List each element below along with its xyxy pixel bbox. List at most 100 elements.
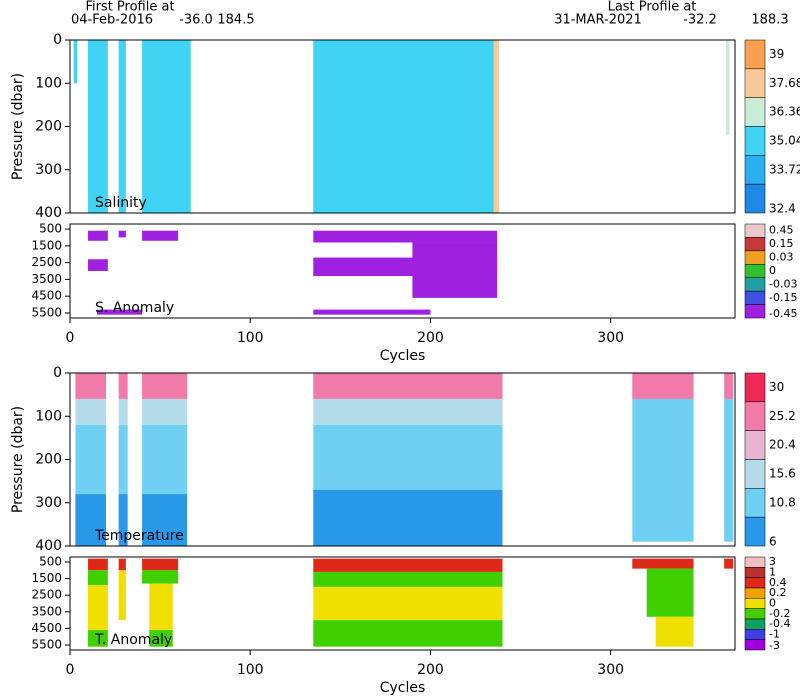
data-cell xyxy=(724,398,734,542)
y-tick-label: 100 xyxy=(35,408,62,424)
colorbar-label: 0.4 xyxy=(769,576,787,589)
colorbar-swatch xyxy=(744,250,766,265)
data-cell xyxy=(75,494,107,546)
colorbar-swatch xyxy=(744,608,766,620)
colorbar-swatch xyxy=(744,97,766,127)
x-tick-label: 300 xyxy=(597,662,624,678)
data-cell xyxy=(632,373,694,399)
data-cell xyxy=(724,373,734,399)
data-cell xyxy=(118,40,126,213)
colorbar-label: 39 xyxy=(769,47,784,61)
colorbar-swatch xyxy=(744,567,766,578)
y-tick-label: 1500 xyxy=(31,238,62,252)
data-cell xyxy=(655,616,694,647)
data-cell xyxy=(142,494,188,546)
x-tick-label: 0 xyxy=(66,330,75,346)
data-cell xyxy=(632,398,694,542)
x-tick-label: 200 xyxy=(417,662,444,678)
colorbar-label: 35.04 xyxy=(769,133,800,147)
data-cell xyxy=(412,242,498,298)
y-tick-label: 2500 xyxy=(31,255,62,269)
colorbar-swatch xyxy=(744,304,766,319)
colorbar-label: 20.4 xyxy=(769,438,796,452)
y-tick-label: 4500 xyxy=(31,289,62,303)
data-cell xyxy=(118,424,128,495)
data-cell xyxy=(88,585,108,631)
colorbar-label: -1 xyxy=(769,628,780,641)
colorbar-label: 36.36 xyxy=(769,105,800,119)
y-tick-label: 200 xyxy=(35,452,62,468)
colorbar-label: 0 xyxy=(769,597,776,610)
data-cell xyxy=(313,489,503,546)
colorbar-swatch xyxy=(744,488,766,518)
y-tick-label: 4500 xyxy=(31,621,62,635)
colorbar-swatch xyxy=(744,516,766,547)
data-cell xyxy=(646,568,694,617)
data-cell xyxy=(724,558,734,569)
colorbar-label: -3 xyxy=(769,639,780,652)
colorbar-swatch xyxy=(744,618,766,630)
colorbar-label: 0.15 xyxy=(769,237,794,250)
y-tick-label: 3500 xyxy=(31,272,62,286)
y-axis-label: Pressure (dbar) xyxy=(10,406,26,513)
colorbar-label: 6 xyxy=(769,535,777,549)
y-tick-label: 5500 xyxy=(31,638,62,652)
x-tick-label: 300 xyxy=(597,330,624,346)
data-cell xyxy=(88,259,108,271)
panel-title: Salinity xyxy=(95,195,147,211)
colorbar-label: 0.2 xyxy=(769,586,787,599)
data-cell xyxy=(118,558,126,571)
plot-frame xyxy=(69,556,736,651)
colorbar-label: -0.15 xyxy=(769,291,797,304)
colorbar-swatch xyxy=(744,183,766,214)
data-cell xyxy=(313,373,503,399)
data-cell xyxy=(142,398,188,425)
first-lat: -36.0 xyxy=(179,13,213,28)
x-axis-label: Cycles xyxy=(380,348,426,364)
plot-frame xyxy=(69,223,736,319)
data-cell xyxy=(142,570,179,584)
colorbar-label: 10.8 xyxy=(769,495,796,509)
data-cell xyxy=(142,40,191,213)
last-label: Last Profile at xyxy=(608,0,697,15)
colorbar-swatch xyxy=(744,577,766,589)
data-cell xyxy=(97,309,143,315)
colorbar-label: 30 xyxy=(769,380,784,394)
data-cell xyxy=(313,424,503,490)
data-cell xyxy=(632,558,694,569)
colorbar-label: 32.4 xyxy=(769,202,796,216)
data-cell xyxy=(142,558,179,571)
first-lon: 184.5 xyxy=(217,13,254,28)
y-axis-label: Pressure (dbar) xyxy=(10,73,26,180)
colorbar-swatch xyxy=(744,587,766,599)
y-tick-label: 200 xyxy=(35,119,62,135)
first-label: First Profile at xyxy=(85,0,174,15)
colorbar-swatch xyxy=(744,237,766,252)
colorbar-label: 0.03 xyxy=(769,251,794,264)
data-cell xyxy=(75,398,107,425)
x-tick-label: 100 xyxy=(237,662,264,678)
first-date: 04-Feb-2016 xyxy=(71,13,153,28)
data-cell xyxy=(88,630,108,647)
panel-title: T. Anomaly xyxy=(94,632,172,648)
colorbar-swatch xyxy=(744,68,766,98)
y-tick-label: 500 xyxy=(39,222,62,236)
colorbar-swatch xyxy=(744,556,766,568)
data-cell xyxy=(313,571,503,587)
data-cell xyxy=(118,398,128,425)
y-tick-label: 300 xyxy=(35,495,62,511)
data-cell xyxy=(725,40,730,136)
colorbar-label: -0.03 xyxy=(769,277,797,290)
data-cell xyxy=(118,570,126,621)
data-cell xyxy=(88,40,108,213)
data-cell xyxy=(313,620,503,647)
data-cell xyxy=(118,230,126,238)
data-cell xyxy=(313,40,494,213)
y-tick-label: 400 xyxy=(35,205,62,221)
y-tick-label: 0 xyxy=(53,365,62,381)
colorbar-label: -0.2 xyxy=(769,607,790,620)
colorbar-label: 37.68 xyxy=(769,76,800,90)
data-cell xyxy=(313,558,503,572)
data-cell xyxy=(75,373,107,399)
